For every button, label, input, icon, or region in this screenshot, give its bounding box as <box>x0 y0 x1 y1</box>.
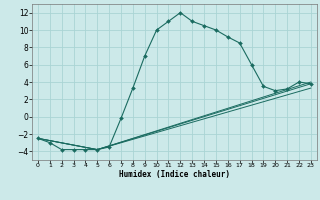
X-axis label: Humidex (Indice chaleur): Humidex (Indice chaleur) <box>119 170 230 179</box>
